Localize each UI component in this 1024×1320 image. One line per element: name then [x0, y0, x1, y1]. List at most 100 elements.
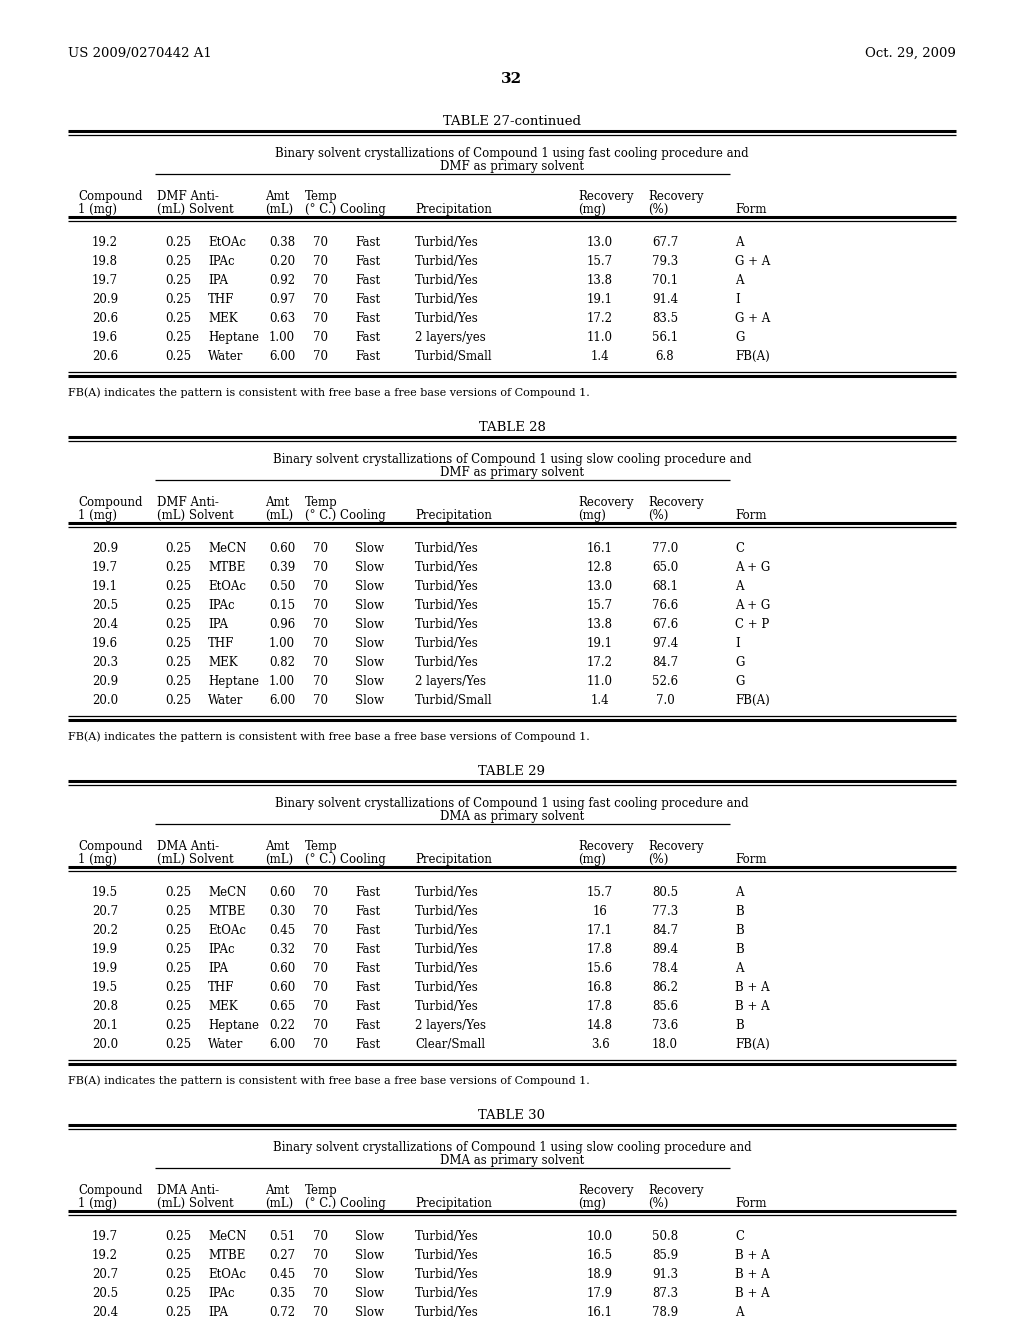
Text: MeCN: MeCN	[208, 1230, 247, 1243]
Text: DMF as primary solvent: DMF as primary solvent	[440, 466, 584, 479]
Text: 20.9: 20.9	[92, 293, 118, 306]
Text: 13.8: 13.8	[587, 275, 613, 286]
Text: 7.0: 7.0	[655, 694, 675, 708]
Text: Turbid/Small: Turbid/Small	[415, 694, 493, 708]
Text: 0.82: 0.82	[269, 656, 295, 669]
Text: DMA Anti-: DMA Anti-	[157, 840, 219, 853]
Text: MeCN: MeCN	[208, 886, 247, 899]
Text: 0.25: 0.25	[165, 618, 191, 631]
Text: 97.4: 97.4	[652, 638, 678, 649]
Text: Form: Form	[735, 853, 767, 866]
Text: B + A: B + A	[735, 1269, 770, 1280]
Text: Compound: Compound	[78, 1184, 142, 1197]
Text: EtOAc: EtOAc	[208, 1269, 246, 1280]
Text: THF: THF	[208, 638, 234, 649]
Text: 87.3: 87.3	[652, 1287, 678, 1300]
Text: Turbid/Yes: Turbid/Yes	[415, 1287, 479, 1300]
Text: Fast: Fast	[355, 1038, 380, 1051]
Text: A + G: A + G	[735, 561, 770, 574]
Text: 70: 70	[312, 312, 328, 325]
Text: EtOAc: EtOAc	[208, 579, 246, 593]
Text: 18.0: 18.0	[652, 1038, 678, 1051]
Text: Water: Water	[208, 350, 244, 363]
Text: Clear/Small: Clear/Small	[415, 1038, 485, 1051]
Text: 20.7: 20.7	[92, 906, 118, 917]
Text: 0.25: 0.25	[165, 1230, 191, 1243]
Text: Turbid/Yes: Turbid/Yes	[415, 942, 479, 956]
Text: 16.1: 16.1	[587, 543, 613, 554]
Text: 20.4: 20.4	[92, 1305, 118, 1319]
Text: 32: 32	[502, 73, 522, 86]
Text: 0.25: 0.25	[165, 1001, 191, 1012]
Text: 19.5: 19.5	[92, 981, 118, 994]
Text: Turbid/Yes: Turbid/Yes	[415, 962, 479, 975]
Text: C + P: C + P	[735, 618, 769, 631]
Text: 70: 70	[312, 962, 328, 975]
Text: (%): (%)	[648, 1197, 669, 1210]
Text: 70: 70	[312, 350, 328, 363]
Text: (mL) Solvent: (mL) Solvent	[157, 203, 233, 216]
Text: 70: 70	[312, 924, 328, 937]
Text: Slow: Slow	[355, 579, 384, 593]
Text: 19.7: 19.7	[92, 561, 118, 574]
Text: 0.25: 0.25	[165, 656, 191, 669]
Text: 0.60: 0.60	[269, 981, 295, 994]
Text: 19.9: 19.9	[92, 962, 118, 975]
Text: (° C.) Cooling: (° C.) Cooling	[305, 1197, 386, 1210]
Text: B: B	[735, 1019, 743, 1032]
Text: 70: 70	[312, 1305, 328, 1319]
Text: G: G	[735, 656, 744, 669]
Text: Recovery: Recovery	[578, 496, 634, 510]
Text: 70: 70	[312, 942, 328, 956]
Text: 10.0: 10.0	[587, 1230, 613, 1243]
Text: Slow: Slow	[355, 1305, 384, 1319]
Text: Fast: Fast	[355, 1019, 380, 1032]
Text: 20.9: 20.9	[92, 543, 118, 554]
Text: 0.25: 0.25	[165, 255, 191, 268]
Text: 70: 70	[312, 543, 328, 554]
Text: 70: 70	[312, 579, 328, 593]
Text: Water: Water	[208, 694, 244, 708]
Text: 70: 70	[312, 599, 328, 612]
Text: 19.2: 19.2	[92, 236, 118, 249]
Text: 68.1: 68.1	[652, 579, 678, 593]
Text: Binary solvent crystallizations of Compound 1 using slow cooling procedure and: Binary solvent crystallizations of Compo…	[272, 1140, 752, 1154]
Text: IPA: IPA	[208, 962, 228, 975]
Text: TABLE 29: TABLE 29	[478, 766, 546, 777]
Text: 17.2: 17.2	[587, 312, 613, 325]
Text: 0.25: 0.25	[165, 1305, 191, 1319]
Text: A: A	[735, 236, 743, 249]
Text: (° C.) Cooling: (° C.) Cooling	[305, 853, 386, 866]
Text: 0.25: 0.25	[165, 638, 191, 649]
Text: Turbid/Yes: Turbid/Yes	[415, 255, 479, 268]
Text: 0.35: 0.35	[269, 1287, 295, 1300]
Text: Temp: Temp	[305, 1184, 338, 1197]
Text: 20.4: 20.4	[92, 618, 118, 631]
Text: 78.4: 78.4	[652, 962, 678, 975]
Text: Turbid/Yes: Turbid/Yes	[415, 1305, 479, 1319]
Text: 19.1: 19.1	[92, 579, 118, 593]
Text: DMF Anti-: DMF Anti-	[157, 496, 219, 510]
Text: 0.25: 0.25	[165, 981, 191, 994]
Text: Oct. 29, 2009: Oct. 29, 2009	[865, 48, 956, 59]
Text: 0.25: 0.25	[165, 906, 191, 917]
Text: IPA: IPA	[208, 618, 228, 631]
Text: (° C.) Cooling: (° C.) Cooling	[305, 203, 386, 216]
Text: Recovery: Recovery	[648, 496, 703, 510]
Text: 70: 70	[312, 1269, 328, 1280]
Text: Turbid/Yes: Turbid/Yes	[415, 1249, 479, 1262]
Text: A: A	[735, 962, 743, 975]
Text: 0.25: 0.25	[165, 1249, 191, 1262]
Text: 91.3: 91.3	[652, 1269, 678, 1280]
Text: 2 layers/Yes: 2 layers/Yes	[415, 1019, 486, 1032]
Text: 56.1: 56.1	[652, 331, 678, 345]
Text: 77.0: 77.0	[652, 543, 678, 554]
Text: 50.8: 50.8	[652, 1230, 678, 1243]
Text: IPA: IPA	[208, 275, 228, 286]
Text: 19.9: 19.9	[92, 942, 118, 956]
Text: 15.6: 15.6	[587, 962, 613, 975]
Text: Binary solvent crystallizations of Compound 1 using fast cooling procedure and: Binary solvent crystallizations of Compo…	[275, 147, 749, 160]
Text: (mg): (mg)	[578, 510, 606, 521]
Text: 17.2: 17.2	[587, 656, 613, 669]
Text: (mL): (mL)	[265, 1197, 293, 1210]
